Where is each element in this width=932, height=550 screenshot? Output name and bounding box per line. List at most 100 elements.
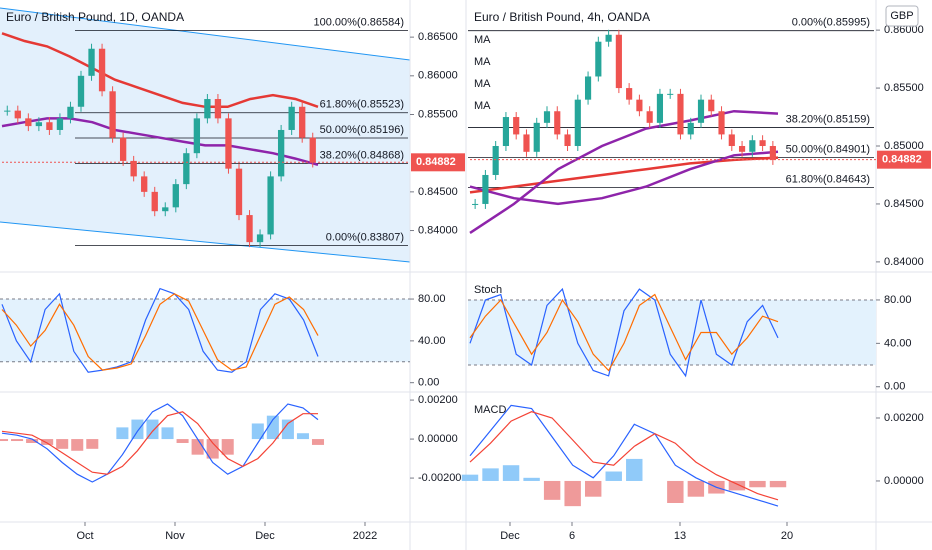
currency-box <box>885 5 919 27</box>
fib-label: 100.00%(0.86584) <box>313 17 404 29</box>
candle <box>738 146 746 152</box>
candle <box>35 122 43 127</box>
price-label: 0.00 <box>418 377 439 389</box>
fib-label: 0.00%(0.83807) <box>326 231 404 243</box>
macd-hist <box>221 439 234 455</box>
candle <box>67 106 74 119</box>
candle <box>214 99 222 119</box>
candle <box>533 122 540 152</box>
candle <box>564 134 571 147</box>
candle <box>656 93 664 123</box>
stoch-d <box>1 293 319 371</box>
candle <box>88 48 95 76</box>
macd-hist <box>605 471 622 481</box>
price-label: 0.84000 <box>884 256 924 268</box>
signal-line <box>469 411 779 501</box>
macd-hist <box>56 439 69 449</box>
indicator-label: MA <box>474 78 491 90</box>
candle <box>636 99 643 112</box>
macd-label: MACD <box>474 404 506 416</box>
channel-line <box>0 7 411 61</box>
macd-hist <box>146 419 159 440</box>
candle <box>98 48 106 92</box>
macd-hist <box>564 480 581 507</box>
candle <box>554 111 561 135</box>
candle <box>492 146 499 175</box>
macd-hist <box>206 439 219 459</box>
candle <box>502 117 510 147</box>
price-label: 40.00 <box>418 335 446 347</box>
candle <box>759 140 766 147</box>
stoch-band <box>0 299 410 362</box>
candle <box>235 168 243 216</box>
macd-hist <box>116 427 129 440</box>
candle <box>130 160 137 177</box>
price-label: 0.85000 <box>884 140 924 152</box>
candle <box>25 118 32 127</box>
price-label: -0.00200 <box>418 472 461 484</box>
candle <box>299 106 306 138</box>
candle <box>77 75 85 107</box>
candle <box>472 203 479 205</box>
currency: GBP <box>890 10 913 22</box>
price-label: 0.00200 <box>418 394 458 406</box>
macd-hist <box>131 419 144 440</box>
macd-hist <box>251 423 264 440</box>
macd-line <box>469 404 779 507</box>
last-box <box>411 153 465 172</box>
x-label: Oct <box>76 530 93 542</box>
stoch-d <box>469 293 779 372</box>
candle <box>523 134 530 152</box>
price-label: 0.86500 <box>418 31 458 43</box>
price-label: 0.84500 <box>418 186 458 198</box>
last-label: 0.84882 <box>882 154 922 166</box>
candle <box>667 93 674 95</box>
candle <box>708 99 715 112</box>
candle <box>482 174 489 204</box>
candle <box>513 117 520 135</box>
candle <box>277 129 285 177</box>
macd-hist <box>482 468 499 481</box>
candle <box>4 110 11 112</box>
fib-label: 50.00%(0.84901) <box>786 143 870 155</box>
macd-hist <box>26 439 39 443</box>
x-label: 20 <box>781 530 793 542</box>
candle <box>56 118 64 130</box>
candle <box>204 99 211 119</box>
price-label: 0.86000 <box>884 24 924 36</box>
candle <box>574 99 581 147</box>
candle <box>595 41 602 77</box>
fib-label: 61.80%(0.84643) <box>786 173 870 185</box>
macd-hist <box>523 477 540 481</box>
fib-label: 38.20%(0.84868) <box>320 149 404 161</box>
macd-hist <box>161 427 174 440</box>
fib-label: 38.20%(0.85159) <box>786 113 870 125</box>
x-label: 13 <box>674 530 686 542</box>
price-label: 0.85500 <box>418 108 458 120</box>
price-label: 0.00200 <box>884 412 924 424</box>
candle <box>141 176 148 192</box>
macd-hist <box>296 433 309 440</box>
macd-hist <box>176 439 189 443</box>
price-label: 80.00 <box>884 294 912 306</box>
x-label: 2022 <box>353 530 377 542</box>
macd-hist <box>584 480 602 497</box>
price-label: 0.00000 <box>884 475 924 487</box>
candle <box>769 146 776 160</box>
price-label: 0.84000 <box>418 224 458 236</box>
candle <box>626 88 633 100</box>
candle <box>687 122 694 135</box>
candle <box>162 207 169 212</box>
macd-hist <box>0 439 9 442</box>
candle <box>605 34 612 42</box>
stoch-k <box>469 287 779 378</box>
fib-label: 0.00%(0.85995) <box>792 17 870 29</box>
macd-hist <box>266 415 279 440</box>
fib-label: 61.80%(0.85523) <box>320 99 404 111</box>
macd-hist <box>667 480 684 503</box>
macd-hist <box>311 439 325 445</box>
x-label: 6 <box>569 530 575 542</box>
candle <box>119 137 127 161</box>
